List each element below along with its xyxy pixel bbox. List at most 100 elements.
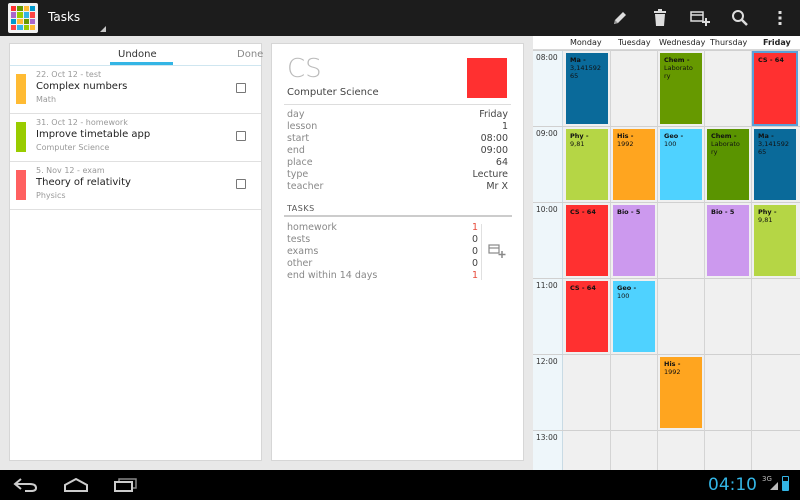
lesson-block[interactable]: His -1992	[613, 129, 655, 200]
lesson-block[interactable]: CS - 64	[566, 281, 608, 352]
count-label: other	[287, 258, 313, 269]
subject-color-bar	[16, 74, 26, 104]
lesson-block[interactable]: Phy -9,81	[566, 129, 608, 200]
count-value: 1	[471, 222, 478, 233]
lesson-subject: Ma -	[570, 56, 586, 64]
lesson-block[interactable]: Bio - 5	[613, 205, 655, 276]
add-task-button[interactable]	[682, 0, 718, 36]
count-row-other: other 0	[287, 258, 478, 270]
subject-color-bar	[16, 170, 26, 200]
hour-gridline	[533, 430, 800, 431]
lesson-detail: Laborato ry	[664, 64, 693, 80]
lesson-detail: 9,81	[758, 216, 773, 224]
network-type: 3G	[762, 475, 772, 483]
lesson-subject: His -	[617, 132, 634, 140]
task-checkbox[interactable]	[236, 83, 246, 93]
hour-gridline	[533, 202, 800, 203]
signal-icon	[770, 482, 778, 490]
info-label: type	[287, 169, 309, 180]
lesson-subject: CS - 64	[570, 208, 596, 216]
count-value: 1	[471, 270, 478, 281]
lesson-subject: CS - 64	[758, 56, 784, 64]
day-gridline	[704, 50, 705, 470]
info-value: 09:00	[480, 145, 508, 156]
app-icon-tile	[23, 18, 29, 24]
info-value: 64	[495, 157, 508, 168]
info-value: Mr X	[486, 181, 508, 192]
info-label: start	[287, 133, 310, 144]
lesson-subject: His -	[664, 360, 681, 368]
info-row-teacher: teacher Mr X	[287, 181, 508, 193]
task-meta: 5. Nov 12 - exam	[36, 166, 105, 175]
lesson-detail: 3,141592 65	[758, 140, 790, 156]
time-label: 11:00	[536, 281, 558, 290]
subject-color-swatch[interactable]	[467, 58, 507, 98]
lesson-subject: Chem -	[664, 56, 690, 64]
add-task-icon	[690, 11, 710, 26]
divider	[481, 224, 482, 280]
count-row-tests: tests 0	[287, 234, 478, 246]
lesson-block[interactable]: Chem - Laborato ry	[660, 53, 702, 124]
task-checkbox[interactable]	[236, 131, 246, 141]
lesson-block[interactable]: Ma -3,141592 65	[566, 53, 608, 124]
lesson-detail: 1992	[617, 140, 634, 148]
app-icon-tile	[17, 12, 23, 18]
day-label: Thursday	[710, 38, 748, 47]
lesson-block[interactable]: Geo -100	[613, 281, 655, 352]
count-row-exams: exams 0	[287, 246, 478, 258]
hour-gridline	[533, 354, 800, 355]
app-icon-tile	[29, 6, 35, 12]
day-gridline	[610, 50, 611, 470]
info-value: Lecture	[472, 169, 508, 180]
task-row[interactable]: 31. Oct 12 - homework Improve timetable …	[10, 114, 261, 162]
lesson-subject: Bio - 5	[617, 208, 641, 216]
lesson-block[interactable]: CS - 64	[566, 205, 608, 276]
lesson-block[interactable]: Phy -9,81	[754, 205, 796, 276]
lesson-subject: CS - 64	[570, 284, 596, 292]
lesson-block[interactable]: Geo -100	[660, 129, 702, 200]
day-label-today: Friday	[763, 38, 791, 47]
status-clock: 04:10	[708, 475, 757, 495]
overflow-menu-button[interactable]	[762, 0, 798, 36]
timetable-grid[interactable]: Monday Tuesday Wednesday Thursday Friday…	[533, 36, 800, 470]
task-checkbox[interactable]	[236, 179, 246, 189]
day-label: Tuesday	[618, 38, 651, 47]
home-button[interactable]	[54, 470, 98, 500]
back-icon	[13, 478, 38, 492]
lesson-detail: 3,141592 65	[570, 64, 602, 80]
add-subject-task-button[interactable]	[486, 240, 508, 262]
lesson-block[interactable]: Bio - 5	[707, 205, 749, 276]
task-subject: Computer Science	[36, 143, 110, 152]
app-icon[interactable]	[8, 3, 38, 33]
lesson-block-selected[interactable]: CS - 64	[752, 51, 798, 126]
task-row[interactable]: 22. Oct 12 - test Complex numbers Math	[10, 66, 261, 114]
title-spinner[interactable]: Tasks	[40, 0, 106, 36]
lesson-subject: Geo -	[664, 132, 684, 140]
tab-undone[interactable]: Undone	[118, 49, 157, 60]
trash-icon	[654, 9, 666, 26]
lesson-block[interactable]: Chem - Laborato ry	[707, 129, 749, 200]
count-value: 0	[471, 246, 478, 257]
count-row-homework: homework 1	[287, 222, 478, 234]
task-row[interactable]: 5. Nov 12 - exam Theory of relativity Ph…	[10, 162, 261, 210]
hour-gridline	[533, 126, 800, 127]
tab-done[interactable]: Done	[237, 49, 264, 60]
add-task-icon	[488, 244, 506, 258]
recent-apps-button[interactable]	[104, 470, 148, 500]
time-label: 08:00	[536, 53, 558, 62]
time-column	[533, 50, 563, 470]
search-button[interactable]	[722, 0, 758, 36]
task-tabs: Undone Done	[10, 44, 264, 66]
info-label: place	[287, 157, 313, 168]
day-gridline	[657, 50, 658, 470]
lesson-subject: Phy -	[758, 208, 777, 216]
edit-button[interactable]	[602, 0, 638, 36]
back-button[interactable]	[4, 470, 48, 500]
divider	[284, 104, 511, 105]
lesson-detail-panel: CS Computer Science day Friday lesson 1 …	[272, 44, 523, 460]
delete-button[interactable]	[642, 0, 678, 36]
lesson-detail: 1992	[664, 368, 681, 376]
lesson-block[interactable]: Ma -3,141592 65	[754, 129, 796, 200]
task-title: Theory of relativity	[36, 177, 131, 188]
lesson-block[interactable]: His -1992	[660, 357, 702, 428]
